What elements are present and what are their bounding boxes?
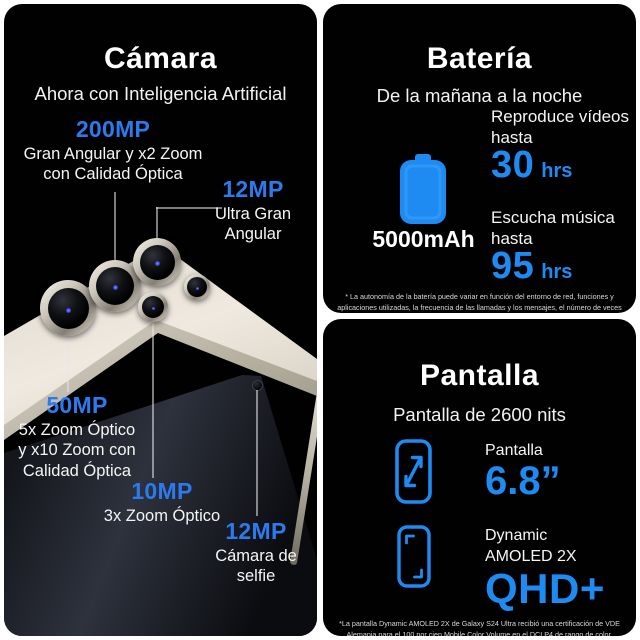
video-stat-value: 30 hrs (491, 144, 636, 187)
battery-title: Batería (426, 42, 533, 76)
connector-50mp (67, 310, 69, 392)
display-subtitle: Pantalla de 2600 nits (393, 403, 566, 425)
video-hours-number: 30 (491, 144, 535, 186)
spec-10mp-desc: 3x Zoom Óptico (103, 507, 221, 525)
spec-12mp-uw-desc: Ultra Gran Angular (214, 205, 292, 244)
display-title: Pantalla (419, 359, 540, 393)
connector-12mp-uw-h (156, 207, 222, 209)
connector-12mp-uw-v (156, 207, 158, 261)
selfie-camera-dot (252, 380, 263, 391)
music-stat-value: 95 hrs (491, 245, 636, 288)
spec-10mp-value: 10MP (131, 478, 193, 504)
spec-12mp-ultrawide: 12MP Ultra Gran Angular (197, 176, 309, 245)
spec-12mp-selfie: 12MP Cámara de selfie (196, 518, 316, 587)
amoled-label: Dynamic AMOLED 2X (485, 527, 577, 565)
spec-50mp-desc: 5x Zoom Óptico y x10 Zoom con Calidad Óp… (18, 421, 136, 480)
music-hours-number: 95 (491, 245, 535, 287)
camera-title: Cámara (103, 42, 218, 76)
amoled-bezel-icon (397, 525, 431, 588)
spec-50mp: 50MP 5x Zoom Óptico y x10 Zoom con Calid… (4, 392, 150, 481)
spec-12mp-selfie-desc: Cámara de selfie (215, 547, 297, 586)
connector-12mp-selfie (256, 390, 258, 516)
camera-sensor (184, 274, 210, 300)
video-stat-label: Reproduce vídeos hasta (491, 107, 629, 148)
spec-200mp: 200MP Gran Angular y x2 Zoom con Calidad… (12, 116, 214, 185)
spec-200mp-desc: Gran Angular y x2 Zoom con Calidad Óptic… (23, 145, 203, 184)
camera-subtitle: Ahora con Inteligencia Artificial (34, 82, 287, 104)
connector-10mp (152, 310, 154, 478)
camera-card: Cámara Ahora con Inteligencia Artificial… (4, 4, 317, 636)
screen-size-icon (395, 439, 432, 504)
screen-size-label: Pantalla (485, 442, 543, 459)
camera-lens-50mp (40, 280, 96, 336)
music-stat-label: Escucha música hasta (491, 208, 615, 249)
spec-12mp-uw-value: 12MP (222, 176, 284, 202)
battery-icon (400, 154, 446, 224)
battery-subtitle: De la mañana a la noche (376, 84, 583, 106)
display-footnote: *La pantalla Dynamic AMOLED 2X de Galaxy… (339, 619, 620, 636)
spec-50mp-value: 50MP (46, 392, 108, 418)
camera-lens-200mp (89, 260, 141, 312)
battery-capacity: 5000mAh (372, 226, 475, 252)
battery-footnote: * La autonomía de la batería puede varia… (337, 292, 622, 312)
video-hours-unit: hrs (541, 160, 573, 182)
camera-lens-12mp-ultrawide (133, 238, 181, 286)
spec-200mp-value: 200MP (75, 116, 151, 142)
display-card: Pantalla Pantalla de 2600 nits Pantalla … (323, 319, 636, 636)
screen-size-value: 6.8” (485, 459, 561, 503)
resolution-value: QHD+ (485, 565, 605, 612)
music-hours-unit: hrs (541, 261, 573, 283)
spec-10mp: 10MP 3x Zoom Óptico (82, 478, 242, 526)
connector-200mp (114, 192, 116, 284)
spec-12mp-selfie-value: 12MP (225, 518, 287, 544)
camera-lens-10mp (138, 292, 168, 322)
battery-card: Batería De la mañana a la noche 5000mAh … (323, 4, 636, 313)
